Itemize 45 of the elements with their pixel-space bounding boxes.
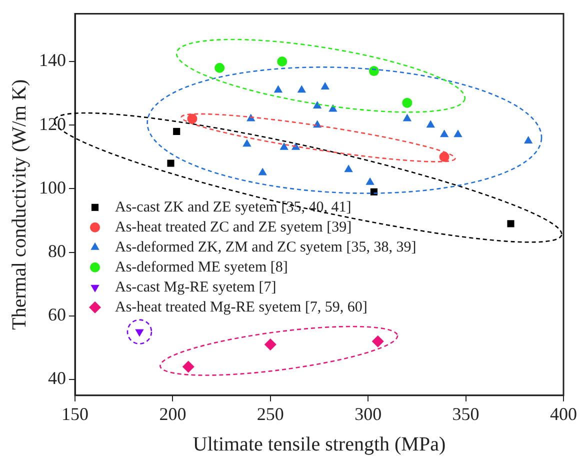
y-tick-label: 60 xyxy=(48,304,66,325)
point xyxy=(274,85,283,93)
legend-label: As-deformed ZK, ZM and ZC syetem [35, 38, 39] xyxy=(115,239,416,256)
point xyxy=(440,130,449,138)
legend-label: As-heat treated ZC and ZE syetem [39] xyxy=(115,219,352,236)
point xyxy=(454,130,462,138)
x-tick-label: 250 xyxy=(256,404,284,424)
point xyxy=(277,56,288,66)
point xyxy=(242,139,252,147)
y-tick-label: 120 xyxy=(39,114,66,134)
x-tick-label: 350 xyxy=(452,404,480,424)
point xyxy=(312,101,322,109)
point xyxy=(402,114,412,122)
x-tick-label: 400 xyxy=(550,404,577,424)
point xyxy=(524,136,533,144)
point xyxy=(344,164,353,172)
point xyxy=(264,338,276,351)
point xyxy=(182,360,194,373)
point xyxy=(426,120,435,128)
x-tick-label: 150 xyxy=(62,404,88,424)
x-axis-title: Ultimate tensile strength (MPa) xyxy=(192,433,446,456)
point xyxy=(507,220,514,228)
y-tick-label: 40 xyxy=(48,368,66,388)
point xyxy=(214,62,225,73)
point xyxy=(297,85,306,93)
point xyxy=(368,66,379,76)
point xyxy=(187,114,198,124)
y-tick-label: 140 xyxy=(39,50,66,70)
point xyxy=(366,177,374,185)
point xyxy=(173,128,180,135)
legend-label: As-deformed ME syetem [8] xyxy=(115,259,288,276)
point xyxy=(402,98,412,108)
x-tick-label: 200 xyxy=(159,404,186,424)
y-axis-title: Thermal conductivity (W/m K) xyxy=(8,79,30,330)
y-tick-label: 80 xyxy=(48,241,66,262)
point xyxy=(320,82,330,90)
legend-label: As-cast Mg-RE syetem [7] xyxy=(115,279,276,296)
point xyxy=(372,335,384,348)
point xyxy=(280,142,288,150)
x-tick-label: 300 xyxy=(354,404,382,424)
point xyxy=(439,152,450,162)
point xyxy=(258,168,267,176)
legend-label: As-heat treated Mg-RE syetem [7, 59, 60] xyxy=(115,299,368,316)
point xyxy=(167,160,174,167)
y-tick-label: 100 xyxy=(39,177,66,198)
